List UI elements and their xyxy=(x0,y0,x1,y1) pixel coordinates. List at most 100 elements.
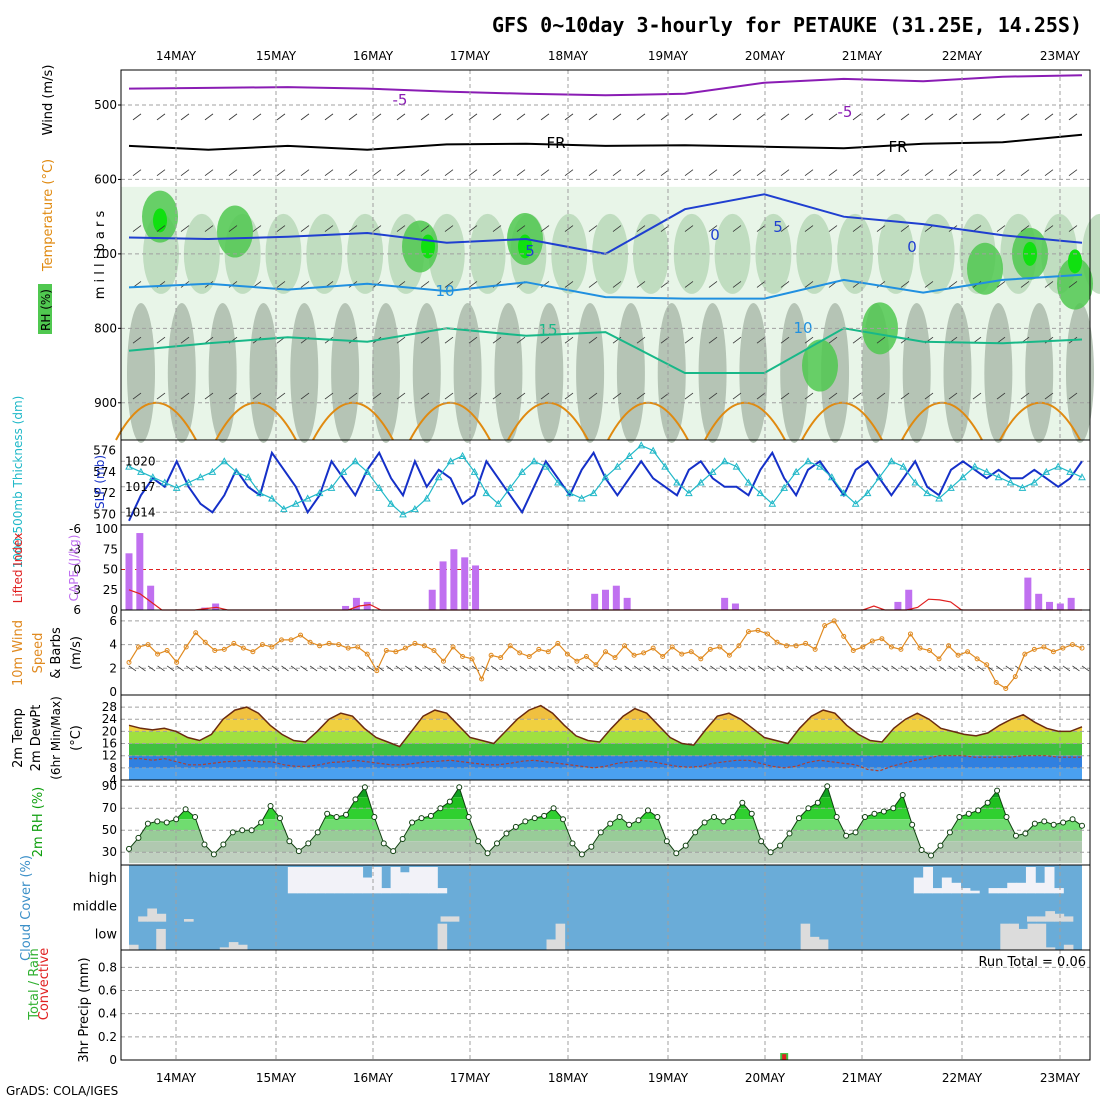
wind-speed-point-84 xyxy=(927,648,933,654)
xsec-barb-3-24 xyxy=(708,281,718,288)
xsec-barb-2-13 xyxy=(444,225,454,232)
wind-barb-38 xyxy=(490,665,499,672)
wind-speed-point-50 xyxy=(603,649,608,655)
wind-barb-80 xyxy=(891,665,899,672)
wind-barb-29 xyxy=(405,665,413,672)
cloud-low-46 xyxy=(546,939,557,950)
wind-speed-point-35 xyxy=(460,653,466,659)
xsec-barb-1-36 xyxy=(996,169,1006,177)
dewpt-line xyxy=(129,755,1082,772)
cloud-high-22 xyxy=(334,867,345,894)
wind-barb-77 xyxy=(862,665,871,672)
wind-speed-point-62 xyxy=(717,644,723,650)
wind-barb-67 xyxy=(767,665,775,672)
thickness-point-28 xyxy=(458,451,467,459)
wind-barb-70 xyxy=(795,665,804,672)
xsec-barb-1-6 xyxy=(276,169,286,177)
rh-ytick-70: 70 xyxy=(102,801,117,815)
xsec-barb-2-3 xyxy=(204,225,214,232)
thickness-point-35 xyxy=(542,462,550,470)
thickness-point-51 xyxy=(732,462,741,470)
rh-band-6 xyxy=(129,852,1082,864)
wind-speed-point-72 xyxy=(812,646,818,652)
xsec-barb-1-31 xyxy=(876,169,886,177)
xsec-barb-3-20 xyxy=(612,281,622,288)
wind-barb-37 xyxy=(481,665,489,672)
cape-bar-87 xyxy=(1067,597,1075,610)
xsec-barb-5-31 xyxy=(876,392,886,400)
cape-bar-8 xyxy=(212,603,220,610)
xsec-barb-2-1 xyxy=(156,225,166,232)
temp-band-3 xyxy=(129,731,1082,744)
xsec-barb-3-13 xyxy=(444,281,454,288)
thickness-point-43 xyxy=(637,441,646,449)
rh-point-64 xyxy=(729,814,736,820)
rh-gray-column-5 xyxy=(331,302,360,443)
xsec-barb-2-16 xyxy=(516,225,526,232)
xsec-barb-5-20 xyxy=(612,392,622,400)
cloud-high-20 xyxy=(315,867,326,894)
xsec-barb-1-18 xyxy=(564,169,574,177)
cloud-middle-101 xyxy=(1054,913,1065,922)
cloud-low-98 xyxy=(1018,928,1029,950)
li-ytick-6: 6 xyxy=(73,603,81,617)
wind-barb-42 xyxy=(529,665,537,672)
wind-barb-8 xyxy=(205,665,213,672)
xsec-barb-0-16 xyxy=(516,113,526,121)
wind-barb-79 xyxy=(881,665,890,672)
thickness-point-46 xyxy=(673,478,681,486)
xsec-barb-1-32 xyxy=(900,169,910,177)
cloud-high-88 xyxy=(951,882,962,894)
rh-point-44 xyxy=(541,812,548,819)
thickness-point-47 xyxy=(685,489,693,497)
wind-ylabel-4: (m/s) xyxy=(69,636,84,670)
wind-barb-22 xyxy=(338,665,346,672)
xsec-barb-0-26 xyxy=(756,113,766,121)
wind-barb-9 xyxy=(214,665,223,672)
xsec-barb-0-7 xyxy=(300,113,310,121)
xsec-barb-2-36 xyxy=(996,225,1006,232)
xsec-barb-5-36 xyxy=(996,392,1006,400)
rh-point-62 xyxy=(711,814,718,820)
xsec-barb-3-37 xyxy=(1020,281,1030,288)
wind-barb-40 xyxy=(509,665,518,672)
wind-speed-point-19 xyxy=(307,639,313,645)
wind-speed-point-28 xyxy=(393,649,399,655)
cloud-middle-3 xyxy=(156,913,167,922)
cloud-high-29 xyxy=(399,872,410,894)
xsec-barb-2-32 xyxy=(900,225,910,232)
rh-point-97 xyxy=(1041,818,1048,825)
slp-ytick-1020: 1020 xyxy=(125,454,156,468)
rh-point-17 xyxy=(286,838,293,845)
rh-point-55 xyxy=(644,807,651,814)
rh-point-3 xyxy=(154,818,161,825)
cloud-middle-6 xyxy=(183,919,194,922)
xsec-barb-0-21 xyxy=(636,113,646,121)
xsec-barb-2-4 xyxy=(228,225,238,232)
cloud-high-24 xyxy=(353,867,364,894)
xsec-barb-0-1 xyxy=(156,113,166,121)
xsec-barb-5-37 xyxy=(1020,392,1030,400)
rh-point-1 xyxy=(135,834,142,841)
rh-point-48 xyxy=(578,851,585,858)
cloud-high-98 xyxy=(1044,867,1055,894)
xsec-barb-1-4 xyxy=(228,169,238,177)
xsec-barb-4-30 xyxy=(852,336,862,344)
wind-barb-84 xyxy=(929,665,937,672)
rh-point-40 xyxy=(503,830,510,837)
xsec-barb-3-7 xyxy=(300,281,310,288)
wind-barb-26 xyxy=(376,665,385,672)
wind-barb-44 xyxy=(548,665,556,672)
rh-gray-column-13 xyxy=(657,302,686,443)
xsec-barb-2-7 xyxy=(300,225,310,232)
wind-speed-point-58 xyxy=(679,651,685,657)
rh-point-6 xyxy=(182,806,189,813)
rh-point-63 xyxy=(720,818,727,825)
wind-ylabel-1: 10m Wind xyxy=(11,620,26,686)
wind-speed-point-56 xyxy=(660,653,666,659)
xsec-barb-1-23 xyxy=(684,169,694,177)
thickness-point-55 xyxy=(780,483,789,491)
precip-frame xyxy=(120,949,1091,1061)
wind-speed-point-71 xyxy=(803,640,809,646)
